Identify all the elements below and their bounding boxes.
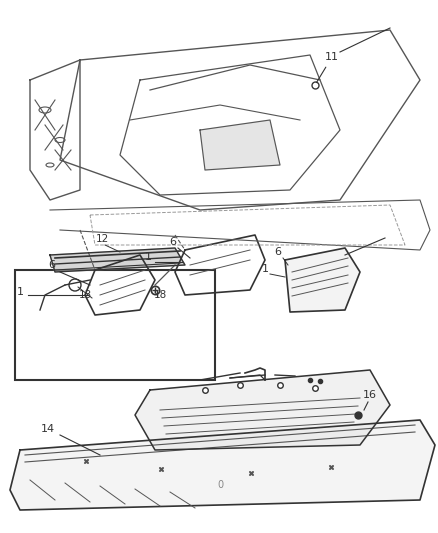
Text: 13: 13 <box>78 290 92 300</box>
Polygon shape <box>135 370 390 450</box>
Text: 18: 18 <box>153 290 166 300</box>
Text: 1: 1 <box>145 252 152 262</box>
Text: 1: 1 <box>17 287 24 297</box>
Polygon shape <box>50 248 185 272</box>
Text: 6: 6 <box>275 247 282 257</box>
Polygon shape <box>285 248 360 312</box>
Text: 14: 14 <box>41 424 55 434</box>
Polygon shape <box>10 420 435 510</box>
Text: 12: 12 <box>95 234 109 244</box>
Text: 16: 16 <box>363 390 377 400</box>
Text: 1: 1 <box>261 264 268 274</box>
Bar <box>15 270 215 380</box>
Polygon shape <box>200 120 280 170</box>
Text: 11: 11 <box>316 52 339 83</box>
Text: 6: 6 <box>49 260 56 270</box>
Text: 0: 0 <box>217 480 223 490</box>
Text: 6: 6 <box>170 237 177 247</box>
